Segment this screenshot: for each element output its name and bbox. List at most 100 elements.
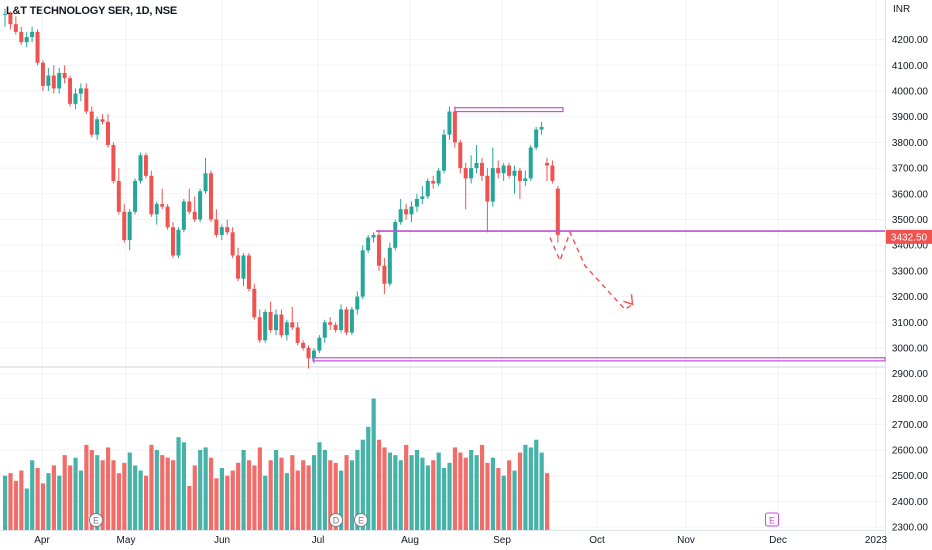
candle-body[interactable] [317, 337, 322, 351]
candle-body[interactable] [95, 119, 100, 135]
candle-body[interactable] [420, 196, 425, 199]
candle-body[interactable] [360, 250, 365, 297]
candle-body[interactable] [512, 170, 517, 176]
candle-body[interactable] [181, 201, 186, 230]
candle-body[interactable] [490, 168, 495, 202]
candle-body[interactable] [219, 227, 224, 235]
candle-body[interactable] [40, 62, 45, 86]
candle-body[interactable] [68, 78, 73, 104]
candle-body[interactable] [116, 180, 121, 212]
candle-body[interactable] [30, 31, 35, 38]
candle-body[interactable] [322, 322, 327, 338]
candle-body[interactable] [203, 173, 208, 192]
candle-body[interactable] [246, 255, 251, 289]
candle-body[interactable] [496, 168, 501, 174]
candle-body[interactable] [268, 312, 273, 331]
dividend-marker[interactable] [329, 513, 343, 527]
candle-body[interactable] [301, 342, 306, 348]
candle-body[interactable] [355, 296, 360, 310]
candle-body[interactable] [138, 155, 143, 181]
candle-body[interactable] [279, 314, 284, 336]
candle-body[interactable] [463, 168, 468, 179]
candle-body[interactable] [333, 324, 338, 331]
candle-body[interactable] [517, 170, 522, 181]
candle-body[interactable] [447, 111, 452, 135]
candle-body[interactable] [133, 180, 138, 212]
resistance-zone[interactable] [454, 107, 564, 113]
candle-body[interactable] [127, 211, 132, 241]
candle-body[interactable] [523, 178, 528, 181]
candle-body[interactable] [425, 180, 430, 197]
candle-body[interactable] [452, 111, 457, 143]
candle-body[interactable] [51, 75, 56, 89]
candle-body[interactable] [398, 209, 403, 223]
support-line-lower[interactable] [312, 357, 886, 362]
candle-body[interactable] [24, 37, 29, 43]
candle-body[interactable] [149, 175, 154, 215]
candle-body[interactable] [274, 314, 278, 331]
candle-body[interactable] [539, 126, 544, 130]
candle-body[interactable] [78, 88, 83, 94]
candle-body[interactable] [409, 206, 414, 215]
candle-body[interactable] [306, 348, 311, 359]
candle-body[interactable] [19, 31, 24, 43]
candle-body[interactable] [236, 255, 241, 279]
candle-body[interactable] [545, 162, 549, 166]
candle-body[interactable] [290, 322, 295, 328]
candle-body[interactable] [344, 309, 349, 333]
candle-body[interactable] [257, 317, 262, 341]
candle-body[interactable] [339, 309, 344, 331]
candle-body[interactable] [393, 222, 398, 248]
candle-body[interactable] [13, 24, 18, 32]
candle-body[interactable] [284, 322, 289, 336]
candle-body[interactable] [62, 73, 67, 79]
candle-body[interactable] [474, 162, 479, 169]
candle-body[interactable] [469, 168, 474, 179]
candle-body[interactable] [73, 93, 78, 104]
candle-body[interactable] [192, 211, 197, 220]
candle-body[interactable] [154, 204, 159, 215]
candle-body[interactable] [111, 144, 116, 181]
candle-body[interactable] [436, 170, 441, 184]
candle-body[interactable] [208, 173, 213, 220]
candle-body[interactable] [414, 198, 419, 207]
candle-body[interactable] [507, 165, 512, 176]
candle-body[interactable] [165, 206, 170, 228]
candle-body[interactable] [404, 209, 409, 215]
candle-body[interactable] [263, 312, 268, 341]
candle-body[interactable] [382, 265, 387, 284]
candle-body[interactable] [555, 188, 560, 235]
candle-body[interactable] [501, 165, 506, 174]
candle-body[interactable] [214, 219, 219, 235]
candle-body[interactable] [431, 180, 436, 184]
candle-body[interactable] [8, 13, 13, 25]
candle-body[interactable] [387, 247, 392, 284]
candle-body[interactable] [376, 234, 381, 266]
candle-body[interactable] [122, 211, 127, 241]
candle-body[interactable] [57, 73, 62, 89]
candle-body[interactable] [3, 13, 7, 15]
candle-body[interactable] [295, 327, 300, 343]
candle-body[interactable] [550, 165, 555, 181]
earnings-marker[interactable] [765, 512, 779, 527]
candle-body[interactable] [100, 119, 105, 122]
candle-body[interactable] [328, 322, 333, 325]
candle-body[interactable] [371, 234, 376, 238]
candle-body[interactable] [198, 191, 203, 220]
candle-body[interactable] [143, 155, 148, 176]
candle-body[interactable] [46, 75, 51, 86]
candle-body[interactable] [241, 255, 246, 279]
projection-path[interactable] [549, 230, 633, 311]
candle-body[interactable] [187, 201, 192, 212]
candle-body[interactable] [528, 147, 533, 179]
candle-body[interactable] [311, 350, 316, 359]
candle-body[interactable] [442, 134, 447, 171]
candle-body[interactable] [84, 88, 89, 112]
candle-body[interactable] [458, 142, 463, 169]
candle-body[interactable] [89, 111, 94, 135]
earnings-marker[interactable] [354, 513, 368, 527]
candle-body[interactable] [479, 162, 484, 176]
candle-body[interactable] [366, 237, 371, 251]
candle-body[interactable] [230, 232, 235, 256]
